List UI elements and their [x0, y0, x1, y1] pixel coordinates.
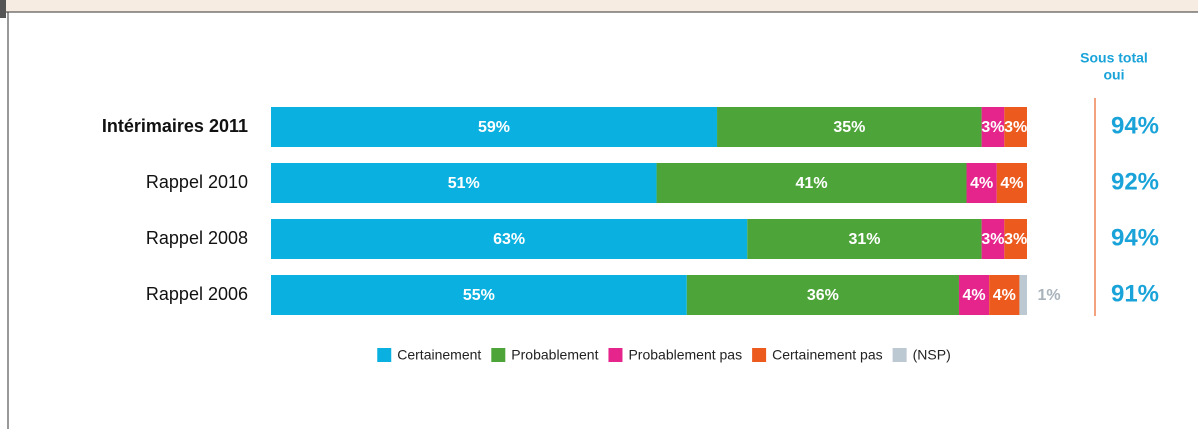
legend-swatch [377, 348, 392, 362]
value-label: 3% [1004, 119, 1027, 136]
value-label: 63% [493, 231, 525, 248]
bar-segment [271, 107, 718, 147]
bar-segment [1004, 219, 1027, 259]
total-header: Sous total [1080, 50, 1148, 66]
value-label: 3% [981, 231, 1004, 248]
bar-segment [747, 219, 982, 259]
bar-segment [686, 275, 959, 315]
value-label: 4% [993, 287, 1016, 304]
value-label: 1% [1037, 287, 1060, 304]
value-label: 4% [963, 287, 986, 304]
value-label: 36% [807, 287, 839, 304]
value-label: 3% [981, 119, 1004, 136]
category-label: Intérimaires 2011 [102, 116, 248, 136]
bar-segment [989, 275, 1020, 315]
bar-segment [1019, 275, 1027, 315]
total-label: 92% [1111, 168, 1159, 195]
bar-segment [271, 163, 657, 203]
legend-label: Certainement [397, 347, 481, 363]
bar-segment [271, 219, 748, 259]
bar-segment [1004, 107, 1027, 147]
value-label: 55% [463, 287, 495, 304]
bar-segment [966, 163, 997, 203]
legend-label: Probablement pas [628, 347, 742, 363]
legend-swatch [491, 348, 506, 362]
bar-segment [717, 107, 982, 147]
bar-segment [958, 275, 990, 315]
bar-segment [996, 163, 1027, 203]
top-strip [0, 0, 1198, 12]
value-label: 59% [478, 119, 510, 136]
legend-swatch [892, 348, 907, 362]
legend-label: (NSP) [913, 347, 951, 363]
value-label: 35% [833, 119, 865, 136]
legend-swatch [752, 348, 767, 362]
bar-segment [981, 107, 1005, 147]
value-label: 41% [796, 175, 828, 192]
value-label: 31% [848, 231, 880, 248]
bar-segment [656, 163, 967, 203]
total-label: 91% [1111, 280, 1159, 307]
legend-label: Certainement pas [772, 347, 883, 363]
value-label: 4% [1000, 175, 1023, 192]
legend-swatch [608, 348, 623, 362]
total-header: oui [1104, 67, 1125, 83]
legend-label: Probablement [511, 347, 598, 363]
total-label: 94% [1111, 112, 1159, 139]
corner-mark [0, 0, 6, 18]
value-label: 51% [448, 175, 480, 192]
bar-segment [981, 219, 1005, 259]
value-label: 4% [970, 175, 993, 192]
category-label: Rappel 2008 [146, 228, 248, 248]
total-label: 94% [1111, 224, 1159, 251]
value-label: 3% [1004, 231, 1027, 248]
category-label: Rappel 2006 [146, 284, 248, 304]
category-label: Rappel 2010 [146, 172, 248, 192]
bar-segment [271, 275, 687, 315]
